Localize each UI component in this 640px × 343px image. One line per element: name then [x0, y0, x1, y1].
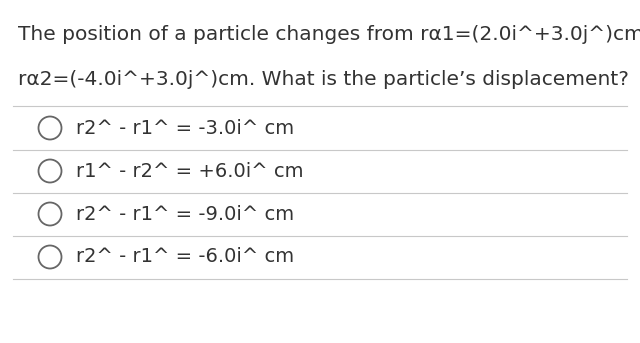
- Text: r2^ - r1^ = -3.0i^ cm: r2^ - r1^ = -3.0i^ cm: [77, 118, 294, 138]
- Text: rα2=(-4.0i^+3.0j^)cm. What is the particle’s displacement?: rα2=(-4.0i^+3.0j^)cm. What is the partic…: [18, 70, 629, 89]
- Text: r2^ - r1^ = -9.0i^ cm: r2^ - r1^ = -9.0i^ cm: [77, 204, 294, 224]
- Text: r1^ - r2^ = +6.0i^ cm: r1^ - r2^ = +6.0i^ cm: [77, 162, 304, 180]
- Text: The position of a particle changes from rα1=(2.0i^+3.0j^)cm to: The position of a particle changes from …: [18, 25, 640, 44]
- Text: r2^ - r1^ = -6.0i^ cm: r2^ - r1^ = -6.0i^ cm: [77, 248, 294, 267]
